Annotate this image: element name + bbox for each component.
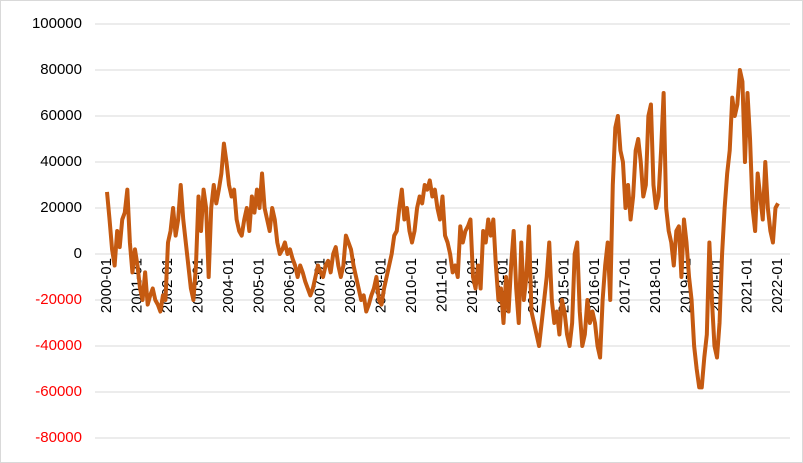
x-tick-label: 2021-01: [738, 258, 755, 313]
y-tick-label: 40000: [40, 153, 82, 170]
y-tick-label: -60000: [35, 383, 82, 400]
x-tick-label: 2015-01: [555, 258, 572, 313]
x-tick-label: 2006-01: [281, 258, 298, 313]
y-tick-label: 60000: [40, 107, 82, 124]
series-line: [105, 68, 780, 390]
x-tick-label: 2018-01: [647, 258, 664, 313]
x-tick-label: 2017-01: [616, 258, 633, 313]
x-tick-label: 2004-01: [220, 258, 237, 313]
y-tick-label: 0: [74, 245, 82, 262]
y-tick-label: -20000: [35, 291, 82, 308]
x-tick-label: 2022-01: [769, 258, 786, 313]
y-tick-label: 20000: [40, 199, 82, 216]
x-tick-label: 2011-01: [433, 258, 450, 312]
x-tick-label: 2016-01: [586, 258, 603, 313]
y-tick-label: 100000: [32, 15, 82, 32]
y-tick-label: -40000: [35, 337, 82, 354]
x-tick-label: 2000-01: [98, 258, 115, 313]
x-tick-label: 2010-01: [403, 258, 420, 313]
x-tick-label: 2005-01: [250, 258, 267, 313]
y-tick-label: -80000: [35, 429, 82, 446]
x-tick-label: 2009-01: [372, 258, 389, 313]
y-tick-label: 80000: [40, 61, 82, 78]
